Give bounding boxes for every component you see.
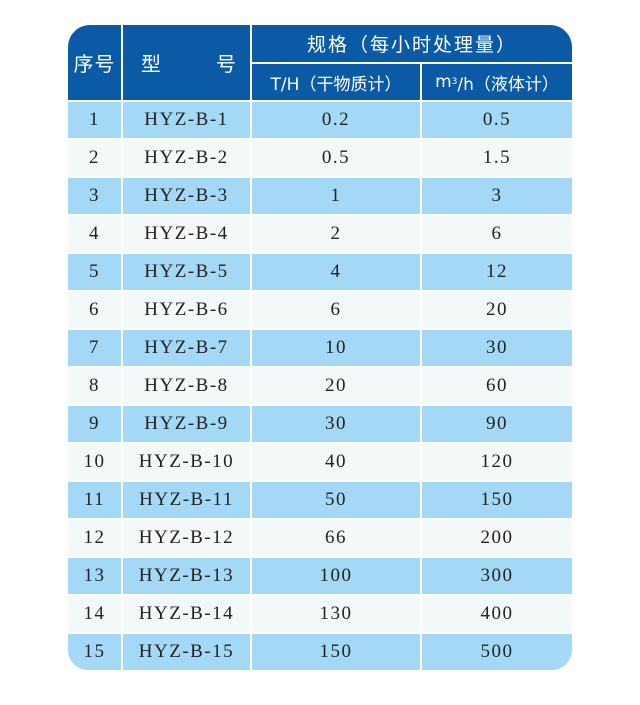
cell-model: HYZ-B-2 bbox=[121, 140, 250, 176]
cell-model: HYZ-B-8 bbox=[121, 368, 250, 404]
cell-model: HYZ-B-12 bbox=[121, 520, 250, 556]
cell-model: HYZ-B-13 bbox=[121, 558, 250, 594]
table-row: 1 HYZ-B-1 0.2 0.5 bbox=[68, 100, 572, 138]
table-row: 3 HYZ-B-3 1 3 bbox=[68, 176, 572, 214]
cell-liquid: 60 bbox=[420, 368, 572, 404]
cell-dry: 50 bbox=[250, 482, 420, 518]
cell-dry: 6 bbox=[250, 292, 420, 328]
cell-index: 14 bbox=[83, 603, 106, 624]
table-body: 1 HYZ-B-1 0.2 0.5 2 HYZ-B-2 0.5 1.5 3 HYZ-B-3 1 3 4 H… bbox=[68, 100, 572, 670]
header-model-b: 号 bbox=[216, 52, 236, 76]
cell-liquid: 12 bbox=[420, 254, 572, 290]
cell-model: HYZ-B-3 bbox=[121, 178, 250, 214]
cell-liquid: 30 bbox=[420, 330, 572, 366]
cell-index: 2 bbox=[89, 147, 100, 168]
table-row: 9 HYZ-B-9 30 90 bbox=[68, 404, 572, 442]
cell-index: 13 bbox=[83, 565, 106, 586]
cell-liquid: 500 bbox=[420, 634, 572, 670]
table-header: 序号 型 号 规格（每小时处理量） T/H（干物质计） m 3/h（液体计） bbox=[68, 25, 572, 100]
cell-index: 7 bbox=[89, 337, 100, 358]
cell-index: 15 bbox=[83, 641, 106, 662]
table-row: 12 HYZ-B-12 66 200 bbox=[68, 518, 572, 556]
cell-dry: 30 bbox=[250, 406, 420, 442]
table-row: 7 HYZ-B-7 10 30 bbox=[68, 328, 572, 366]
cell-model: HYZ-B-14 bbox=[121, 596, 250, 632]
cell-dry: 130 bbox=[250, 596, 420, 632]
cell-dry: 1 bbox=[250, 178, 420, 214]
table-row: 4 HYZ-B-4 2 6 bbox=[68, 214, 572, 252]
table-row: 11 HYZ-B-11 50 150 bbox=[68, 480, 572, 518]
cell-dry: 4 bbox=[250, 254, 420, 290]
cell-dry: 2 bbox=[250, 216, 420, 252]
cell-liquid: 200 bbox=[420, 520, 572, 556]
cell-model: HYZ-B-6 bbox=[121, 292, 250, 328]
table-row: 6 HYZ-B-6 6 20 bbox=[68, 290, 572, 328]
cell-dry: 0.2 bbox=[250, 102, 420, 138]
cell-index: 12 bbox=[83, 527, 106, 548]
cell-index: 3 bbox=[89, 185, 100, 206]
cell-model: HYZ-B-15 bbox=[121, 634, 250, 670]
cell-dry: 100 bbox=[250, 558, 420, 594]
cell-index: 9 bbox=[89, 413, 100, 434]
cell-liquid: 6 bbox=[420, 216, 572, 252]
table-row: 5 HYZ-B-5 4 12 bbox=[68, 252, 572, 290]
cell-model: HYZ-B-10 bbox=[121, 444, 250, 480]
cell-dry: 10 bbox=[250, 330, 420, 366]
cell-liquid: 150 bbox=[420, 482, 572, 518]
header-spec-dry: T/H（干物质计） bbox=[270, 74, 402, 95]
cell-dry: 40 bbox=[250, 444, 420, 480]
table-row: 2 HYZ-B-2 0.5 1.5 bbox=[68, 138, 572, 176]
cell-liquid: 20 bbox=[420, 292, 572, 328]
cell-index: 1 bbox=[89, 109, 100, 130]
cell-dry: 150 bbox=[250, 634, 420, 670]
cell-liquid: 400 bbox=[420, 596, 572, 632]
cell-dry: 20 bbox=[250, 368, 420, 404]
cell-model: HYZ-B-11 bbox=[121, 482, 250, 518]
cell-dry: 66 bbox=[250, 520, 420, 556]
cell-liquid: 300 bbox=[420, 558, 572, 594]
cell-liquid: 0.5 bbox=[420, 102, 572, 138]
header-model-a: 型 bbox=[141, 52, 161, 76]
cell-model: HYZ-B-9 bbox=[121, 406, 250, 442]
header-model: 型 号 bbox=[123, 25, 250, 100]
header-spec-group: 规格（每小时处理量） bbox=[306, 34, 517, 56]
cell-liquid: 90 bbox=[420, 406, 572, 442]
cell-index: 5 bbox=[89, 261, 100, 282]
cell-liquid: 3 bbox=[420, 178, 572, 214]
table-row: 15 HYZ-B-15 150 500 bbox=[68, 632, 572, 670]
cell-model: HYZ-B-1 bbox=[121, 102, 250, 138]
cell-index: 6 bbox=[89, 299, 100, 320]
cell-index: 11 bbox=[83, 489, 106, 510]
cell-index: 4 bbox=[89, 223, 100, 244]
table-row: 13 HYZ-B-13 100 300 bbox=[68, 556, 572, 594]
header-index: 序号 bbox=[73, 52, 116, 76]
cell-dry: 0.5 bbox=[250, 140, 420, 176]
cell-model: HYZ-B-4 bbox=[121, 216, 250, 252]
table-row: 8 HYZ-B-8 20 60 bbox=[68, 366, 572, 404]
cell-index: 10 bbox=[83, 451, 106, 472]
header-spec-liquid: m 3/h（液体计） bbox=[435, 72, 559, 95]
cell-model: HYZ-B-5 bbox=[121, 254, 250, 290]
table-row: 14 HYZ-B-14 130 400 bbox=[68, 594, 572, 632]
table-row: 10 HYZ-B-10 40 120 bbox=[68, 442, 572, 480]
cell-model: HYZ-B-7 bbox=[121, 330, 250, 366]
cell-liquid: 120 bbox=[420, 444, 572, 480]
cell-liquid: 1.5 bbox=[420, 140, 572, 176]
cell-index: 8 bbox=[89, 375, 100, 396]
